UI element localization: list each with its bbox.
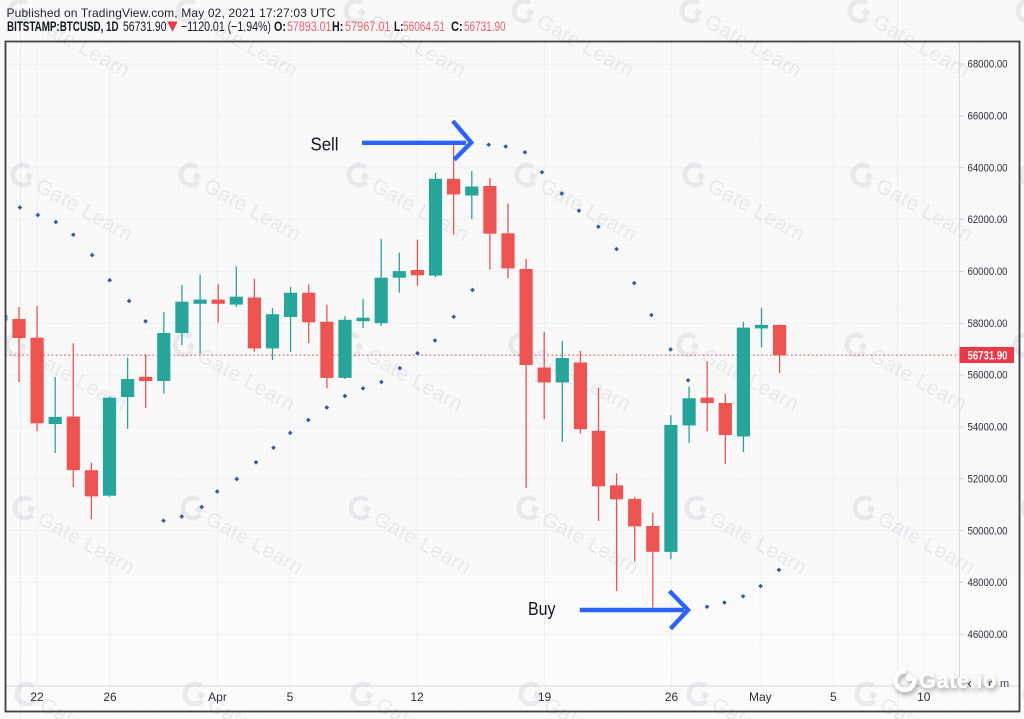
svg-text:m: m <box>1000 678 1009 690</box>
svg-text:50000.00: 50000.00 <box>968 525 1008 537</box>
svg-text:Apr: Apr <box>208 690 227 704</box>
svg-text:22: 22 <box>30 690 44 704</box>
svg-text:52000.00: 52000.00 <box>968 473 1008 485</box>
svg-text:62000.00: 62000.00 <box>968 214 1008 226</box>
svg-text:12: 12 <box>410 690 424 704</box>
svg-text:58000.00: 58000.00 <box>968 318 1008 330</box>
svg-text:5: 5 <box>830 690 837 704</box>
svg-text:68000.00: 68000.00 <box>968 59 1008 71</box>
svg-text:May: May <box>749 690 772 704</box>
svg-text:o: o <box>989 678 995 690</box>
svg-text:Sell: Sell <box>311 134 339 154</box>
svg-text:60000.00: 60000.00 <box>968 266 1008 278</box>
svg-text:48000.00: 48000.00 <box>968 577 1008 589</box>
svg-text:64000.00: 64000.00 <box>968 162 1008 174</box>
svg-text:Gate.io: Gate.io <box>919 668 997 693</box>
svg-text:19: 19 <box>538 690 552 704</box>
svg-text:Buy: Buy <box>528 599 556 619</box>
svg-text:Gate Learn: Gate Learn <box>36 693 141 719</box>
svg-text:26: 26 <box>103 690 117 704</box>
svg-text:56000.00: 56000.00 <box>968 370 1008 382</box>
svg-text:Gate Learn: Gate Learn <box>372 693 477 719</box>
svg-text:56731.90: 56731.90 <box>968 351 1008 363</box>
svg-text:66000.00: 66000.00 <box>968 111 1008 123</box>
svg-text:x: x <box>966 678 972 690</box>
svg-text:46000.00: 46000.00 <box>968 629 1008 641</box>
svg-text:Gate Learn: Gate Learn <box>540 693 645 719</box>
svg-text:5: 5 <box>287 690 294 704</box>
svg-text:26: 26 <box>665 690 679 704</box>
svg-text:10: 10 <box>917 690 931 704</box>
svg-text:54000.00: 54000.00 <box>968 422 1008 434</box>
